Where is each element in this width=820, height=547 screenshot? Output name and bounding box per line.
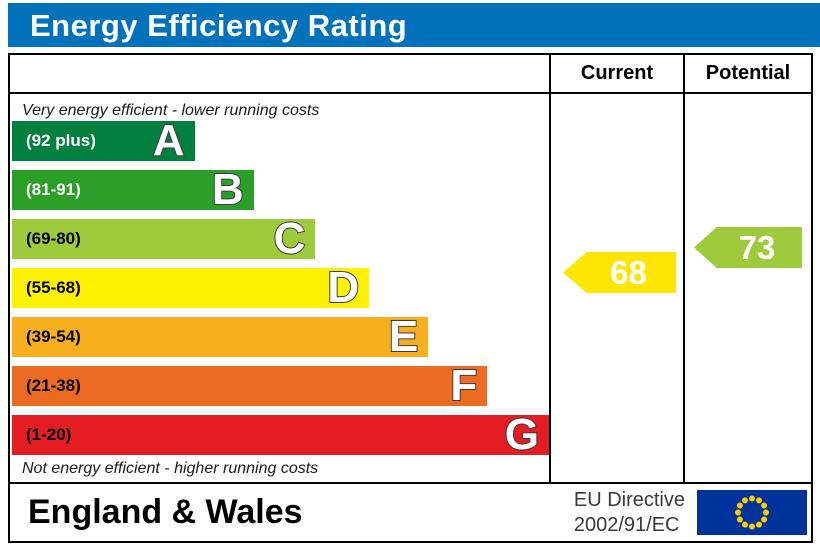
table-footer-row: England & Wales EU Directive 2002/91/EC — [10, 482, 811, 541]
current-rating-value: 68 — [610, 253, 647, 291]
eu-flag-icon — [697, 490, 807, 535]
current-rating-arrow: 68 — [563, 252, 676, 293]
bands: (92 plus) A (81-91) B (69-80) C (55-68) … — [12, 116, 549, 459]
caption-not-efficient: Not energy efficient - higher running co… — [22, 460, 319, 477]
band-range-label: (55-68) — [26, 278, 81, 297]
region-label: England & Wales — [28, 493, 303, 531]
band-range-label: (39-54) — [26, 327, 81, 346]
band-range-label: (69-80) — [26, 229, 81, 248]
band-row-f: (21-38) F — [12, 361, 488, 410]
band-area: Very energy efficient - lower running co… — [10, 94, 549, 482]
band-row-g: (1-20) G — [12, 410, 549, 459]
table-body-row: Very energy efficient - lower running co… — [10, 94, 811, 482]
band-range-label: (92 plus) — [26, 131, 96, 150]
band-letter: E — [388, 312, 419, 361]
eu-directive-line2: 2002/91/EC — [573, 513, 680, 536]
caption-efficient: Very energy efficient - lower running co… — [22, 102, 320, 119]
eu-directive-line1: EU Directive — [573, 488, 685, 511]
band-row-d: (55-68) D — [12, 263, 370, 312]
column-header-current: Current — [549, 55, 683, 92]
band-letter: A — [152, 116, 186, 165]
band-letter: C — [273, 214, 307, 263]
band-range-label: (21-38) — [26, 376, 81, 395]
eu-flag-stars — [735, 495, 769, 530]
band-row-b: (81-91) B — [12, 165, 254, 214]
band-letter: F — [449, 361, 478, 410]
column-header-potential: Potential — [683, 55, 811, 92]
current-column: 68 — [549, 94, 683, 482]
header-spacer-cell — [10, 55, 549, 92]
band-range-label: (1-20) — [26, 425, 72, 444]
potential-rating-arrow: 73 — [694, 227, 802, 268]
potential-column: 73 — [683, 94, 811, 482]
rating-table: Current Potential Very energy efficient … — [8, 53, 813, 543]
band-letter: B — [211, 165, 245, 214]
table-header-row: Current Potential — [10, 55, 811, 94]
band-row-c: (69-80) C — [12, 214, 316, 263]
potential-rating-value: 73 — [738, 228, 776, 266]
band-row-e: (39-54) E — [12, 312, 429, 361]
band-row-a: (92 plus) A — [12, 116, 195, 165]
eu-directive-text: EU Directive 2002/91/EC — [574, 488, 685, 538]
page-title: Energy Efficiency Rating — [30, 8, 408, 43]
title-bar: Energy Efficiency Rating — [8, 3, 820, 47]
band-range-label: (81-91) — [26, 180, 81, 199]
band-letter: G — [504, 410, 540, 459]
band-letter: D — [326, 263, 360, 312]
